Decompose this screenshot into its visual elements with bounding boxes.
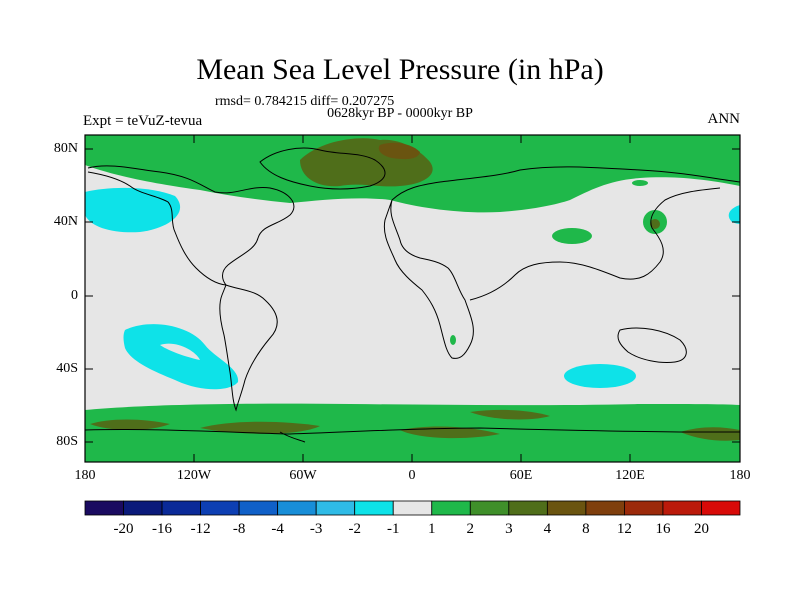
- colorbar-label: -4: [271, 521, 284, 537]
- colorbar-swatch: [624, 500, 664, 516]
- colorbar: [84, 500, 741, 516]
- colorbar-label: 12: [616, 521, 632, 537]
- lon-label: 180: [729, 468, 751, 483]
- season-label: ANN: [707, 111, 741, 127]
- colorbar-label: -2: [348, 521, 361, 537]
- colorbar-label: -20: [113, 521, 134, 537]
- anomaly-patch-south-3: [470, 409, 550, 420]
- colorbar-swatch: [238, 500, 279, 516]
- experiment-label: Expt = teVuZ-tevua: [83, 113, 203, 129]
- negative-anomaly-west-pacific: [728, 205, 740, 224]
- stats-label: rmsd= 0.784215 diff= 0.207275: [215, 94, 395, 109]
- lon-label: 0: [408, 468, 416, 483]
- colorbar-swatch: [508, 500, 548, 516]
- lat-label: 40S: [56, 361, 78, 376]
- lon-label: 120E: [615, 468, 645, 483]
- negative-anomaly-indian-ocean: [564, 364, 636, 388]
- colorbar-label: -1: [386, 521, 400, 537]
- colorbar-label: 2: [466, 521, 475, 537]
- colorbar-swatch: [546, 500, 587, 516]
- axis-ticks: [85, 135, 740, 462]
- colorbar-swatch: [662, 500, 702, 516]
- colorbar-swatch: [392, 500, 433, 516]
- colorbar-swatch: [585, 500, 625, 516]
- colorbar-label: 20: [693, 521, 709, 537]
- colorbar-label: 16: [655, 521, 671, 537]
- lat-label: 80S: [56, 434, 78, 449]
- colorbar-swatch: [431, 500, 471, 516]
- colorbar-label: 3: [505, 521, 513, 537]
- negative-anomaly-south-pacific: [123, 324, 239, 390]
- colorbar-swatch: [84, 500, 124, 516]
- colorbar-swatch: [123, 500, 163, 516]
- coastlines: [84, 147, 741, 443]
- colorbar-label: 1: [428, 521, 436, 537]
- anomaly-patch-greenland-core: [378, 142, 420, 160]
- map-title: Mean Sea Level Pressure (in hPa): [196, 53, 604, 86]
- colorbar-swatch: [277, 500, 317, 516]
- colorbar-label: 8: [582, 521, 590, 537]
- colorbar-label: -3: [309, 521, 323, 537]
- colorbar-swatch: [701, 500, 741, 516]
- colorbar-swatch: [315, 500, 356, 516]
- negative-anomaly-north-pacific: [85, 187, 181, 233]
- negative-anomaly-gap: [160, 343, 200, 360]
- colorbar-label: -8: [232, 521, 246, 537]
- positive-anomaly-korea-core: [650, 219, 660, 229]
- lat-label: 40N: [53, 214, 78, 229]
- lon-label: 60W: [289, 468, 317, 483]
- colorbar-label: -12: [190, 521, 211, 537]
- colorbar-label: 4: [543, 521, 552, 537]
- lat-label: 0: [71, 288, 78, 303]
- anomaly-patch-south-1: [90, 419, 170, 430]
- lat-label: 80N: [53, 141, 78, 156]
- period-label: 0628kyr BP - 0000kyr BP: [327, 106, 473, 121]
- positive-anomaly-asia: [552, 228, 592, 244]
- colorbar-swatch: [469, 500, 510, 516]
- colorbar-swatch: [200, 500, 240, 516]
- colorbar-swatch: [161, 500, 201, 516]
- colorbar-label: -16: [152, 521, 173, 537]
- anomaly-patch-south-2: [200, 421, 320, 434]
- lon-label: 60E: [509, 468, 533, 483]
- colorbar-swatch: [354, 500, 394, 516]
- anomaly-patch-south-5: [680, 427, 740, 441]
- lon-label: 120W: [176, 468, 212, 483]
- positive-anomaly-africa: [450, 335, 456, 345]
- lon-label: 180: [74, 468, 96, 483]
- positive-anomaly-siberia: [632, 180, 648, 186]
